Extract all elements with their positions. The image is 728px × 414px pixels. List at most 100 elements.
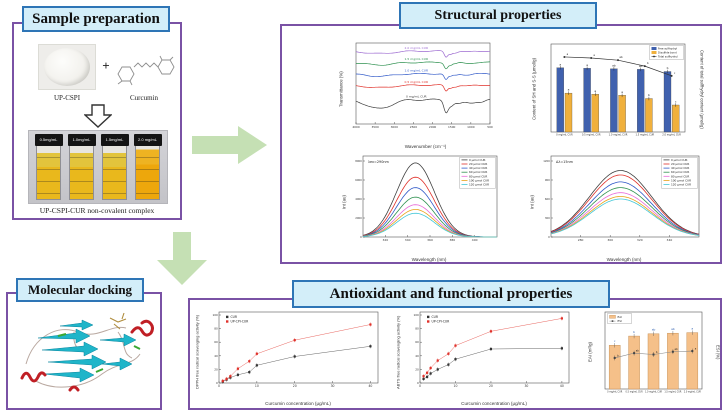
eai-ylabel-left: EAI (m²/g) [587,342,593,363]
vials-photo: 0.5mg/mL 1.0mg/mL 1.5mg/mL 2.0 mg/mL [28,130,168,204]
svg-text:40: 40 [415,354,419,358]
svg-text:1.0 mg/mL CUR: 1.0 mg/mL CUR [645,390,663,393]
svg-text:b: b [656,350,658,354]
svg-text:Disulfide bond: Disulfide bond [658,51,677,55]
svg-text:10: 10 [255,384,259,388]
curcumin-structure-image [117,55,175,86]
svg-text:10: 10 [454,384,458,388]
svg-text:4000: 4000 [352,125,360,129]
svg-text:80: 80 [415,327,419,331]
svg-text:400: 400 [472,238,478,242]
svg-text:100 μmol CUR: 100 μmol CUR [469,178,489,182]
svg-text:40: 40 [214,354,218,358]
svg-text:2000: 2000 [355,216,362,220]
fluorA-ylabel: Int (au) [341,195,347,209]
ftir-xlabel: Wavenumber (cm⁻¹) [404,144,447,149]
svg-text:60 μmol CUR: 60 μmol CUR [469,170,487,174]
svg-text:300: 300 [607,238,613,242]
svg-text:0 μmol CUR: 0 μmol CUR [671,158,688,162]
svg-text:a: a [567,53,569,56]
mixing-down-arrow-icon [84,104,112,128]
vial-2.0mg: 2.0 mg/mL [133,134,162,200]
flow-arrow-right-icon [192,126,267,164]
svg-text:ESI: ESI [618,319,622,323]
dpph-ylabel: DPPH free radical scavenging activity (%… [194,314,200,390]
svg-text:a: a [695,347,697,350]
dpph-chart: DPPH free radical scavenging activity (%… [193,306,391,406]
svg-text:c: c [674,72,676,75]
svg-text:40 μmol CUR: 40 μmol CUR [469,166,487,170]
fluorescence-chart-b: Int (au) 280 300 320 340 0 300 600 900 1200 Δλ=15… [528,150,708,262]
svg-text:900: 900 [545,178,550,182]
svg-text:320: 320 [382,238,388,242]
svg-text:0: 0 [417,381,419,385]
sample-preparation-title: Sample preparation [22,6,170,32]
svg-text:40: 40 [560,384,564,388]
svg-text:2500: 2500 [410,125,418,129]
svg-text:4000: 4000 [355,197,362,201]
curcumin-label: Curcumin [130,94,158,102]
abts-chart: ABTS free radical scavenging activity (%… [394,306,582,406]
svg-text:Total sulfhydryl: Total sulfhydryl [658,55,678,59]
svg-text:2.0 mg/mL CUR: 2.0 mg/mL CUR [662,134,681,137]
eai-esi-chart: EAI (m²/g) ESI (%) c 0 mg/mL CUR b 0.5 mg/m… [586,306,722,406]
svg-text:Free sulfhydryl: Free sulfhydryl [658,47,677,51]
svg-text:UP-CPI-CUR: UP-CPI-CUR [231,319,250,323]
svg-text:80 μmol CUR: 80 μmol CUR [469,174,487,178]
svg-text:1000: 1000 [467,125,475,129]
svg-text:a: a [568,88,570,92]
svg-text:a: a [586,63,588,67]
eai-ylabel-right: ESI (%) [715,344,721,360]
svg-text:CUR: CUR [231,315,238,319]
ftir-chart: Transmittance (%) 4000 3500 3000 2500 2000 15… [337,36,502,150]
svg-text:20: 20 [214,367,218,371]
svg-text:600: 600 [545,197,550,201]
vial-cap-label: 2.0 mg/mL [133,134,162,146]
svg-text:0.5 mg/mL CUR: 0.5 mg/mL CUR [626,390,644,393]
svg-text:500: 500 [487,125,493,129]
svg-text:ab: ab [652,328,656,332]
svg-text:CUR: CUR [432,315,439,319]
vial-body [69,145,94,200]
svg-text:EAI: EAI [618,315,623,319]
vial-1.5mg: 1.5mg/mL [100,134,129,200]
svg-text:20 μmol CUR: 20 μmol CUR [671,162,689,166]
svg-text:b: b [647,61,649,65]
sulfhydryl-ylabel-left: Content of SH and S-S (μmol/g) [531,57,537,121]
svg-text:1.5 mg/mL CUR: 1.5 mg/mL CUR [405,57,428,61]
svg-text:c: c [614,339,616,343]
sulfhydryl-chart: Content of SH and S-S (μmol/g) Content o… [530,38,706,148]
antioxidant-title: Antioxidant and functional properties [292,280,610,308]
svg-text:380: 380 [449,238,455,242]
ftir-plot: 4000 3500 3000 2500 2000 1500 1000 500 2.0 mg/mL… [352,42,493,129]
svg-text:2.0 mg/mL CUR: 2.0 mg/mL CUR [684,390,702,393]
svg-text:ab: ab [619,55,623,59]
molecular-docking-title: Molecular docking [16,278,144,302]
svg-text:40: 40 [368,384,372,388]
svg-text:120 μmol CUR: 120 μmol CUR [671,183,691,187]
svg-text:0 μmol CUR: 0 μmol CUR [469,158,486,162]
svg-text:b: b [633,330,635,334]
svg-text:3500: 3500 [371,125,379,129]
svg-text:60 μmol CUR: 60 μmol CUR [671,170,689,174]
vial-0.5mg: 0.5mg/mL [34,134,63,200]
svg-text:0.5 mg/mL CUR: 0.5 mg/mL CUR [582,134,601,137]
svg-text:0 mg/mL CUR: 0 mg/mL CUR [556,134,573,137]
vial-cap-label: 0.5mg/mL [34,134,63,146]
fluorA-xlabel: Wavelength (nm) [411,257,447,262]
svg-text:1500: 1500 [448,125,456,129]
svg-text:1.5 mg/mL CUR: 1.5 mg/mL CUR [664,390,682,393]
svg-text:30: 30 [524,384,528,388]
svg-text:0 mg/mL CUR: 0 mg/mL CUR [406,95,427,99]
fluorB-ylabel: Int (au) [529,195,535,209]
svg-text:2.0 mg/mL CUR: 2.0 mg/mL CUR [405,46,428,50]
svg-text:0: 0 [419,384,421,388]
svg-text:a: a [621,90,623,94]
svg-text:2000: 2000 [429,125,437,129]
protein-structure-image [20,312,154,392]
svg-text:ab: ab [612,63,616,67]
structural-properties-panel [280,24,722,264]
